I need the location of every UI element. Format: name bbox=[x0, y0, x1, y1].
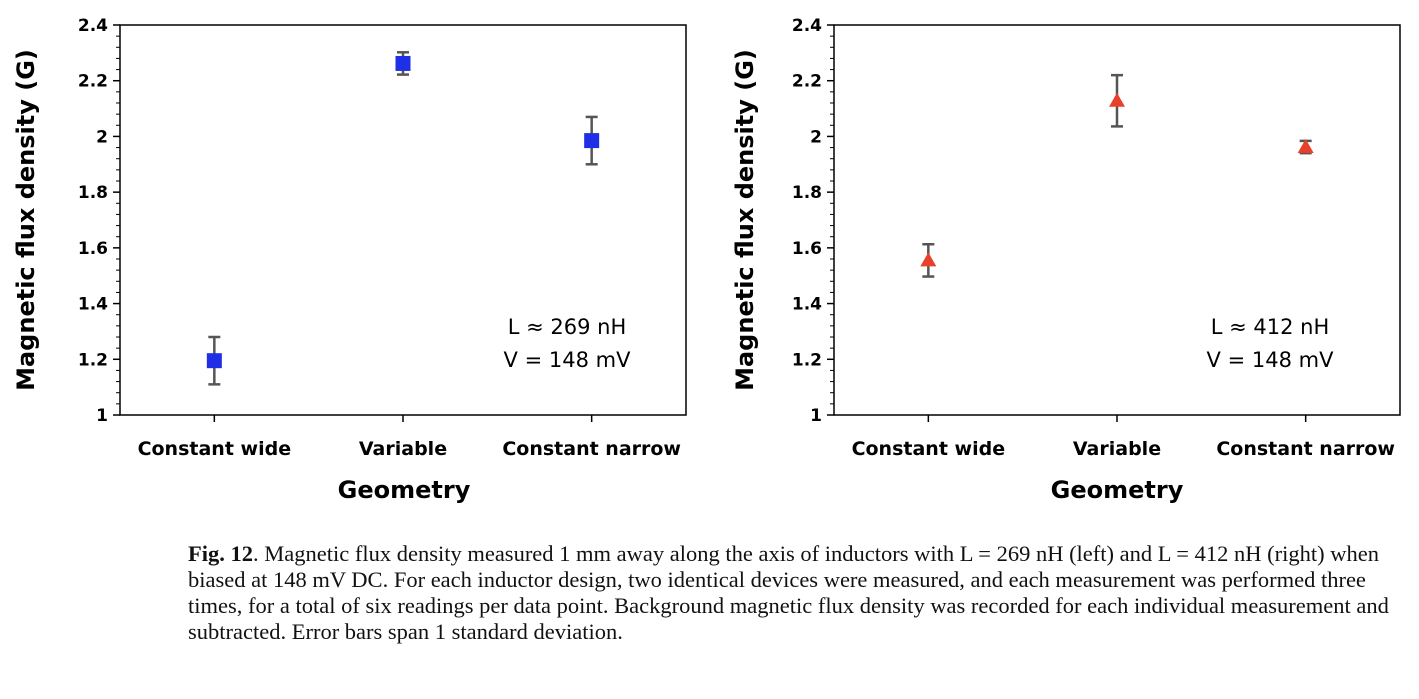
data-point-square bbox=[584, 133, 600, 149]
y-tick-label-left: 2 bbox=[96, 127, 108, 147]
data-point-triangle bbox=[1109, 92, 1125, 107]
figure-charts: 1 1.2 1.4 1.6 1.8 2 2.2 2.4 Constant wide Variab… bbox=[12, 16, 1401, 504]
y-tick-label-left: 2.2 bbox=[78, 72, 108, 92]
data-point-triangle bbox=[1297, 139, 1314, 154]
y-tick-label-left: 2.4 bbox=[78, 16, 108, 36]
y-tick-label-right: 1.6 bbox=[792, 239, 822, 259]
y-tick-label-right: 1.2 bbox=[792, 350, 822, 370]
x-category-label-left: Constant narrow bbox=[502, 438, 681, 460]
x-axis-label-left: Geometry bbox=[338, 476, 471, 504]
x-category-label-right: Constant narrow bbox=[1216, 438, 1395, 460]
y-tick-label-left: 1.8 bbox=[78, 183, 108, 203]
data-point-square bbox=[395, 55, 411, 71]
caption-text: . Magnetic flux density measured 1 mm aw… bbox=[188, 541, 1389, 644]
data-point-triangle bbox=[920, 252, 937, 267]
y-axis-label-right: Magnetic flux density (G) bbox=[731, 49, 759, 391]
y-tick-label-left: 1.2 bbox=[78, 350, 108, 370]
data-point-square bbox=[206, 353, 222, 369]
y-tick-label-right: 1 bbox=[810, 406, 822, 426]
chart-left: 1 1.2 1.4 1.6 1.8 2 2.2 2.4 Constant wide Variab… bbox=[12, 16, 687, 504]
x-category-label-right: Constant wide bbox=[852, 438, 1006, 460]
y-axis-label-left: Magnetic flux density (G) bbox=[12, 49, 40, 391]
x-category-label-left: Variable bbox=[359, 438, 447, 460]
annotation-voltage-left: V = 148 mV bbox=[504, 348, 632, 372]
annotation-inductance-right: L ≈ 412 nH bbox=[1211, 315, 1330, 339]
chart-right: 1 1.2 1.4 1.6 1.8 2 2.2 2.4 Constant wide Variab… bbox=[731, 16, 1401, 504]
y-tick-label-right: 2.4 bbox=[792, 16, 822, 36]
y-tick-label-right: 2 bbox=[810, 127, 822, 147]
x-category-label-right: Variable bbox=[1073, 438, 1161, 460]
caption-label: Fig. 12 bbox=[188, 541, 253, 566]
y-tick-label-left: 1.6 bbox=[78, 239, 108, 259]
y-tick-label-left: 1 bbox=[96, 406, 108, 426]
annotation-inductance-left: L ≈ 269 nH bbox=[508, 315, 627, 339]
annotation-voltage-right: V = 148 mV bbox=[1207, 348, 1335, 372]
y-tick-label-right: 1.8 bbox=[792, 183, 822, 203]
y-tick-label-right: 1.4 bbox=[792, 295, 822, 315]
y-tick-label-right: 2.2 bbox=[792, 72, 822, 92]
y-tick-label-left: 1.4 bbox=[78, 295, 108, 315]
x-axis-label-right: Geometry bbox=[1051, 476, 1184, 504]
x-category-label-left: Constant wide bbox=[138, 438, 292, 460]
figure-caption: Fig. 12. Magnetic flux density measured … bbox=[188, 541, 1403, 645]
